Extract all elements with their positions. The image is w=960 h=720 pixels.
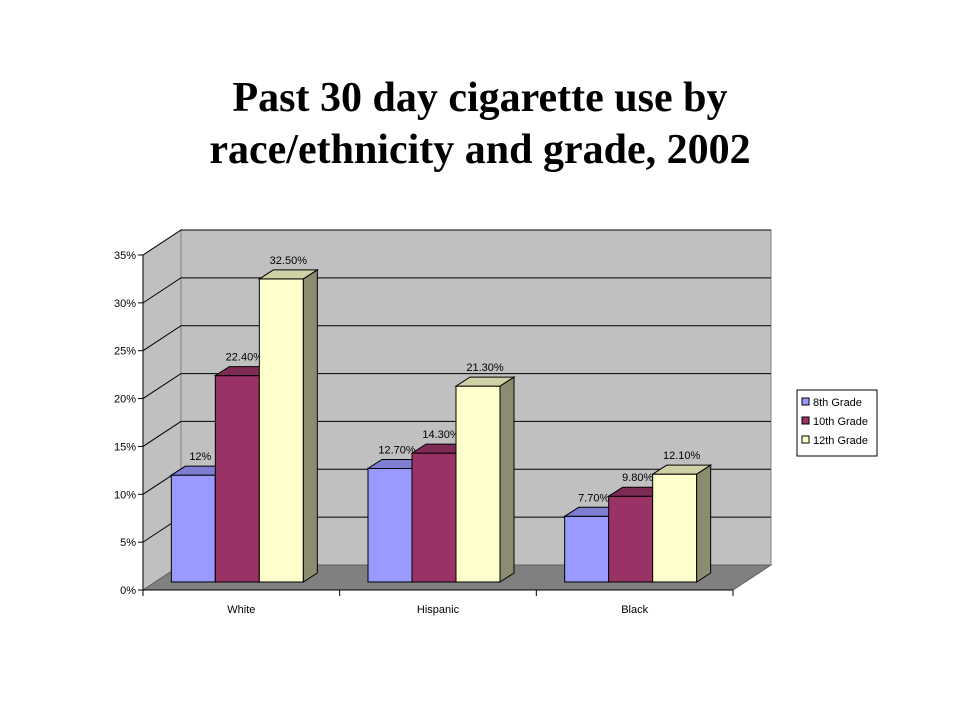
y-tick-label: 35%	[114, 250, 136, 262]
gridline	[142, 229, 771, 256]
y-tick-label: 20%	[114, 394, 136, 406]
bar	[214, 375, 260, 583]
bar	[367, 467, 413, 583]
y-tick-label: 25%	[114, 346, 136, 358]
gridline	[142, 325, 771, 352]
chart-title-line2: race/ethnicity and grade, 2002	[209, 127, 751, 173]
legend-swatch	[801, 416, 810, 425]
data-label: 12.70%	[378, 444, 416, 456]
gridline	[142, 420, 771, 447]
y-tick-label: 15%	[114, 441, 136, 453]
bar	[608, 495, 654, 583]
bar	[455, 385, 501, 583]
bar-side	[696, 464, 712, 583]
chart-title: Past 30 day cigarette use by race/ethnic…	[0, 72, 960, 176]
y-tick-label: 30%	[114, 298, 136, 310]
x-tick-label: Hispanic	[417, 604, 460, 616]
data-label: 7.70%	[578, 492, 609, 504]
legend-label: 12th Grade	[813, 435, 868, 447]
data-label: 21.30%	[466, 362, 504, 374]
y-tick-label: 0%	[120, 585, 136, 597]
legend-swatch	[801, 397, 810, 406]
data-label: 12.10%	[663, 450, 701, 462]
bar	[564, 515, 610, 583]
bar-side	[499, 376, 515, 583]
x-tick-label: Black	[621, 604, 648, 616]
data-label: 14.30%	[422, 429, 460, 441]
legend-swatch	[801, 435, 810, 444]
bar	[170, 474, 216, 583]
bar	[258, 278, 304, 583]
chart-title-line1: Past 30 day cigarette use by	[232, 75, 728, 121]
legend-label: 10th Grade	[813, 416, 868, 428]
y-tick-label: 5%	[120, 537, 136, 549]
gridline	[142, 373, 771, 399]
x-tick-label: White	[227, 604, 255, 616]
data-label: 22.40%	[226, 352, 264, 364]
legend-label: 8th Grade	[813, 397, 862, 409]
bar	[652, 473, 698, 583]
legend	[796, 389, 878, 457]
gridline	[142, 277, 771, 304]
bar-side	[302, 269, 318, 583]
data-label: 9.80%	[622, 472, 653, 484]
data-label: 32.50%	[270, 255, 308, 267]
data-label: 12%	[189, 451, 211, 463]
bar	[411, 452, 457, 583]
y-tick-label: 10%	[114, 489, 136, 501]
